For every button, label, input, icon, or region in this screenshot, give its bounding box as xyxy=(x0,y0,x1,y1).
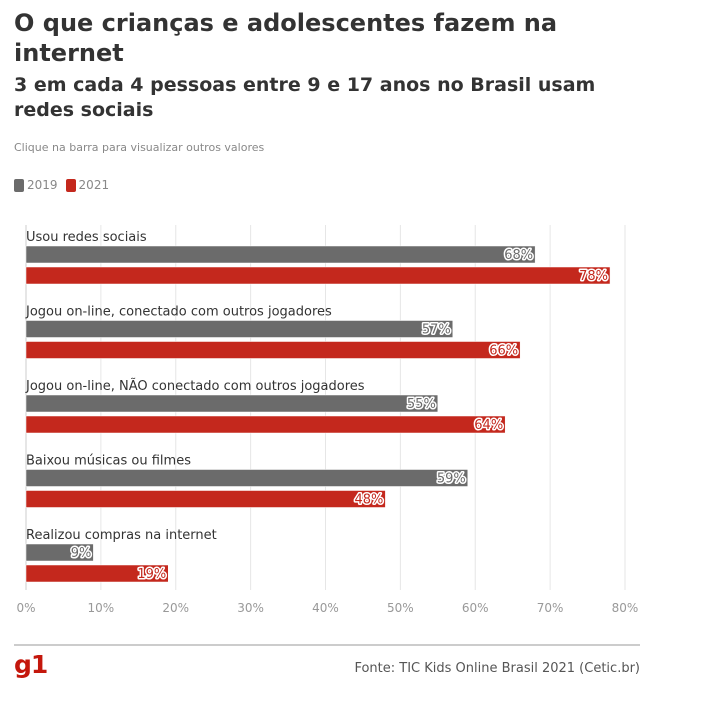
bar-chart: 0% 10% 20% 30% 40% 50% 60% 70% 80% Usou redes soc… xyxy=(16,225,639,615)
x-tick-label: 70% xyxy=(537,601,564,615)
legend-item-2019[interactable]: 2019 xyxy=(14,178,58,192)
bar-2021[interactable] xyxy=(25,415,506,434)
bar-2019[interactable] xyxy=(25,394,439,413)
category-label: Jogou on-line, NÃO conectado com outros … xyxy=(25,378,365,394)
x-tick-label: 80% xyxy=(612,601,639,615)
legend-label-2021: 2021 xyxy=(78,178,110,192)
data-label: 64% xyxy=(474,418,503,433)
bar-2021[interactable] xyxy=(25,266,611,285)
bar-2019[interactable] xyxy=(25,320,454,338)
bar-2019[interactable] xyxy=(25,469,469,487)
x-tick-label: 20% xyxy=(162,601,189,615)
x-tick-label: 30% xyxy=(237,601,264,615)
g1-logo: g1 xyxy=(14,650,48,679)
legend-swatch-2021 xyxy=(65,178,76,192)
data-label: 59% xyxy=(437,472,466,487)
x-tick-label: 10% xyxy=(88,601,115,615)
data-label: 57% xyxy=(422,323,451,338)
legend-item-2021[interactable]: 2021 xyxy=(65,178,110,192)
bar-2021[interactable] xyxy=(25,564,169,583)
chart-subtitle: 3 em cada 4 pessoas entre 9 e 17 anos no… xyxy=(14,74,596,121)
category-label: Realizou compras na internet xyxy=(26,528,217,543)
bar-2019[interactable] xyxy=(25,245,536,264)
category-label: Jogou on-line, conectado com outros joga… xyxy=(25,305,332,320)
legend-label-2019: 2019 xyxy=(27,178,58,192)
bar-2019[interactable] xyxy=(25,543,94,562)
data-label: 55% xyxy=(407,397,436,412)
x-tick-label: 0% xyxy=(16,601,35,615)
legend: 2019 2021 xyxy=(14,178,117,192)
data-label: 66% xyxy=(489,344,518,359)
data-label: 78% xyxy=(579,269,608,284)
chart-title: O que crianças e adolescentes fazem na i… xyxy=(14,9,558,67)
footer-divider xyxy=(14,644,640,646)
source-note: Fonte: TIC Kids Online Brasil 2021 (Ceti… xyxy=(354,661,640,676)
bar-2021[interactable] xyxy=(25,490,386,508)
x-tick-label: 60% xyxy=(462,601,489,615)
legend-swatch-2019 xyxy=(14,178,24,192)
x-tick-label: 40% xyxy=(312,601,339,615)
data-label: 9% xyxy=(71,546,92,561)
data-label: 19% xyxy=(137,567,166,582)
category-label: Usou redes sociais xyxy=(26,230,147,245)
category-label: Baixou músicas ou filmes xyxy=(26,454,191,469)
data-label: 48% xyxy=(354,493,383,508)
bar-2021[interactable] xyxy=(25,341,521,359)
x-tick-label: 50% xyxy=(387,601,414,615)
chart-instruction: Clique na barra para visualizar outros v… xyxy=(14,141,265,154)
data-label: 68% xyxy=(504,248,533,263)
